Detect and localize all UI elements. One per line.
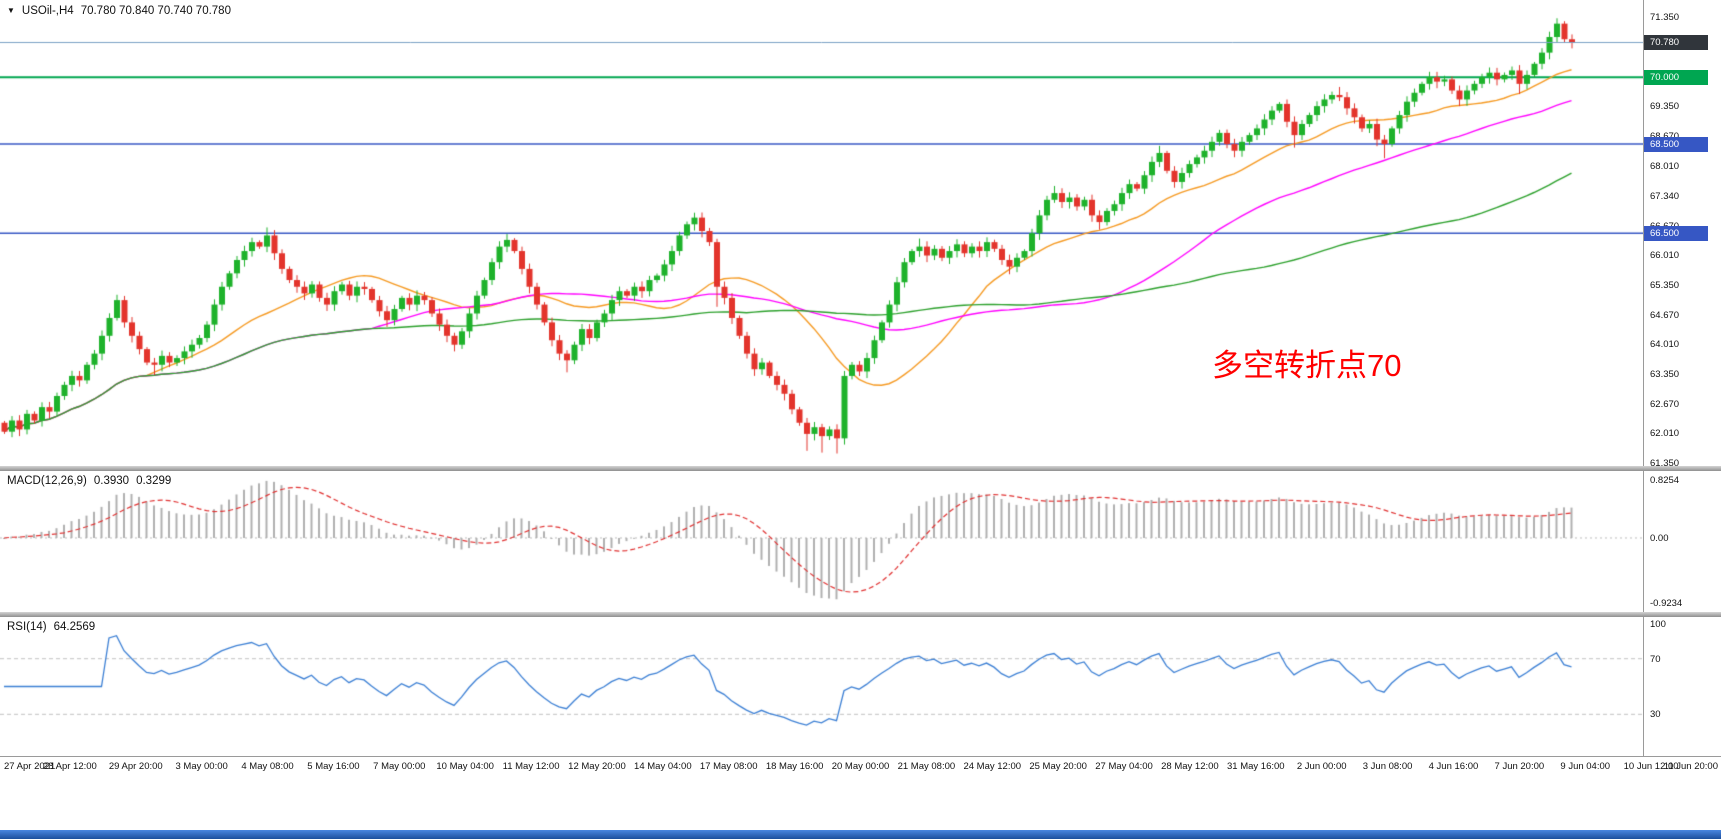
price-axis-tick: 71.350 [1650, 11, 1680, 23]
macd-indicator-chart[interactable] [0, 471, 1643, 612]
time-axis-label: 21 May 08:00 [897, 761, 956, 772]
time-axis-label: 20 May 00:00 [831, 761, 890, 772]
price-badge-70.780: 70.780 [1644, 35, 1708, 51]
price-axis-tick: 66.010 [1650, 250, 1680, 262]
main-price-chart[interactable] [0, 0, 1643, 466]
symbol-timeframe-label: USOil-,H4 [21, 5, 74, 17]
time-axis-label: 28 Apr 12:00 [42, 761, 97, 772]
time-axis-label: 7 Jun 20:00 [1494, 761, 1545, 772]
time-axis-label: 11 Jun 20:00 [1663, 761, 1718, 772]
price-badge-66.500: 66.500 [1644, 226, 1708, 242]
rsi-value: 64.2569 [53, 621, 96, 633]
time-axis-label: 7 May 00:00 [373, 761, 426, 772]
time-axis-label: 31 May 16:00 [1227, 761, 1285, 772]
time-axis-label: 12 May 20:00 [568, 761, 626, 772]
time-axis-label: 11 May 12:00 [502, 761, 560, 772]
price-axis-tick: 68.010 [1650, 160, 1680, 172]
macd-axis-tick: 0.00 [1650, 532, 1669, 544]
time-axis-label: 9 Jun 04:00 [1560, 761, 1611, 772]
time-axis-label: 18 May 16:00 [765, 761, 824, 772]
time-axis-label: 25 May 20:00 [1029, 761, 1087, 772]
rsi-name: RSI(14) [7, 621, 47, 633]
price-axis[interactable]: 71.350 69.350 68.670 68.010 67.340 66.670 66.0… [1644, 0, 1720, 756]
price-axis-tick: 63.350 [1650, 368, 1680, 380]
price-axis-tick: 62.010 [1650, 428, 1680, 440]
time-axis-label: 3 May 00:00 [175, 761, 228, 772]
price-axis-tick: 66.670 [1650, 221, 1679, 232]
time-axis-label: 2 Jun 00:00 [1296, 761, 1347, 772]
time-axis-border [0, 756, 1721, 757]
rsi-axis-tick: 100 [1650, 619, 1666, 630]
time-axis-label: 29 Apr 20:00 [108, 761, 163, 772]
time-axis-label: 27 May 04:00 [1095, 761, 1153, 772]
time-axis[interactable]: 27 Apr 2021 28 Apr 12:00 29 Apr 20:00 3 May… [0, 757, 1721, 777]
ohlc-readout: 70.780 70.840 70.740 70.780 [80, 5, 231, 17]
price-axis-tick: 64.670 [1650, 309, 1680, 321]
price-axis-tick: 65.350 [1650, 279, 1680, 291]
price-axis-tick: 68.670 [1650, 131, 1679, 142]
time-axis-label: 17 May 08:00 [699, 761, 758, 772]
macd-name: MACD(12,26,9) [7, 475, 87, 487]
macd-label: MACD(12,26,9) 0.3930 0.3299 [7, 475, 171, 487]
rsi-axis-tick: 70 [1650, 653, 1661, 665]
time-axis-label: 10 Jun 12:00 [1623, 761, 1679, 772]
time-axis-label: 4 Jun 16:00 [1428, 761, 1479, 772]
price-axis-tick: 69.350 [1650, 101, 1680, 113]
rsi-label: RSI(14) 64.2569 [7, 621, 95, 633]
time-axis-label: 5 May 16:00 [307, 761, 360, 772]
macd-signal-value: 0.3299 [136, 475, 172, 487]
time-axis-label: 14 May 04:00 [634, 761, 692, 772]
rsi-indicator-chart[interactable] [0, 617, 1643, 756]
time-axis-label: 24 May 12:00 [963, 761, 1022, 772]
price-axis-tick: 64.010 [1650, 339, 1680, 351]
symbol-dropdown-icon[interactable]: ▼ [7, 6, 15, 15]
macd-axis-tick: 0.8254 [1650, 474, 1680, 486]
price-badge-68.500: 68.500 [1644, 137, 1708, 153]
panel-divider-macd[interactable] [0, 466, 1721, 471]
time-axis-label: 28 May 12:00 [1161, 761, 1219, 772]
chart-header: ▼ USOil-,H4 70.780 70.840 70.740 70.780 [7, 5, 231, 17]
macd-main-value: 0.3930 [93, 475, 130, 487]
rsi-axis-tick: 30 [1650, 709, 1661, 721]
price-axis-tick: 62.670 [1650, 399, 1680, 410]
chart-text-annotation[interactable]: 多空转折点70 [1212, 348, 1402, 383]
panel-divider-rsi[interactable] [0, 612, 1721, 617]
time-axis-label: 27 Apr 2021 [4, 761, 56, 772]
time-axis-label: 4 May 08:00 [241, 761, 294, 772]
price-axis-tick: 67.340 [1650, 190, 1680, 202]
price-badge-70.000: 70.000 [1644, 70, 1708, 86]
time-axis-label: 3 Jun 08:00 [1362, 761, 1413, 772]
time-axis-label: 10 May 04:00 [436, 761, 494, 772]
macd-axis-tick: -0.9234 [1650, 598, 1683, 610]
price-axis-border [1643, 0, 1644, 756]
price-axis-tick: 61.350 [1650, 457, 1680, 469]
window-bottom-bar [0, 830, 1721, 839]
